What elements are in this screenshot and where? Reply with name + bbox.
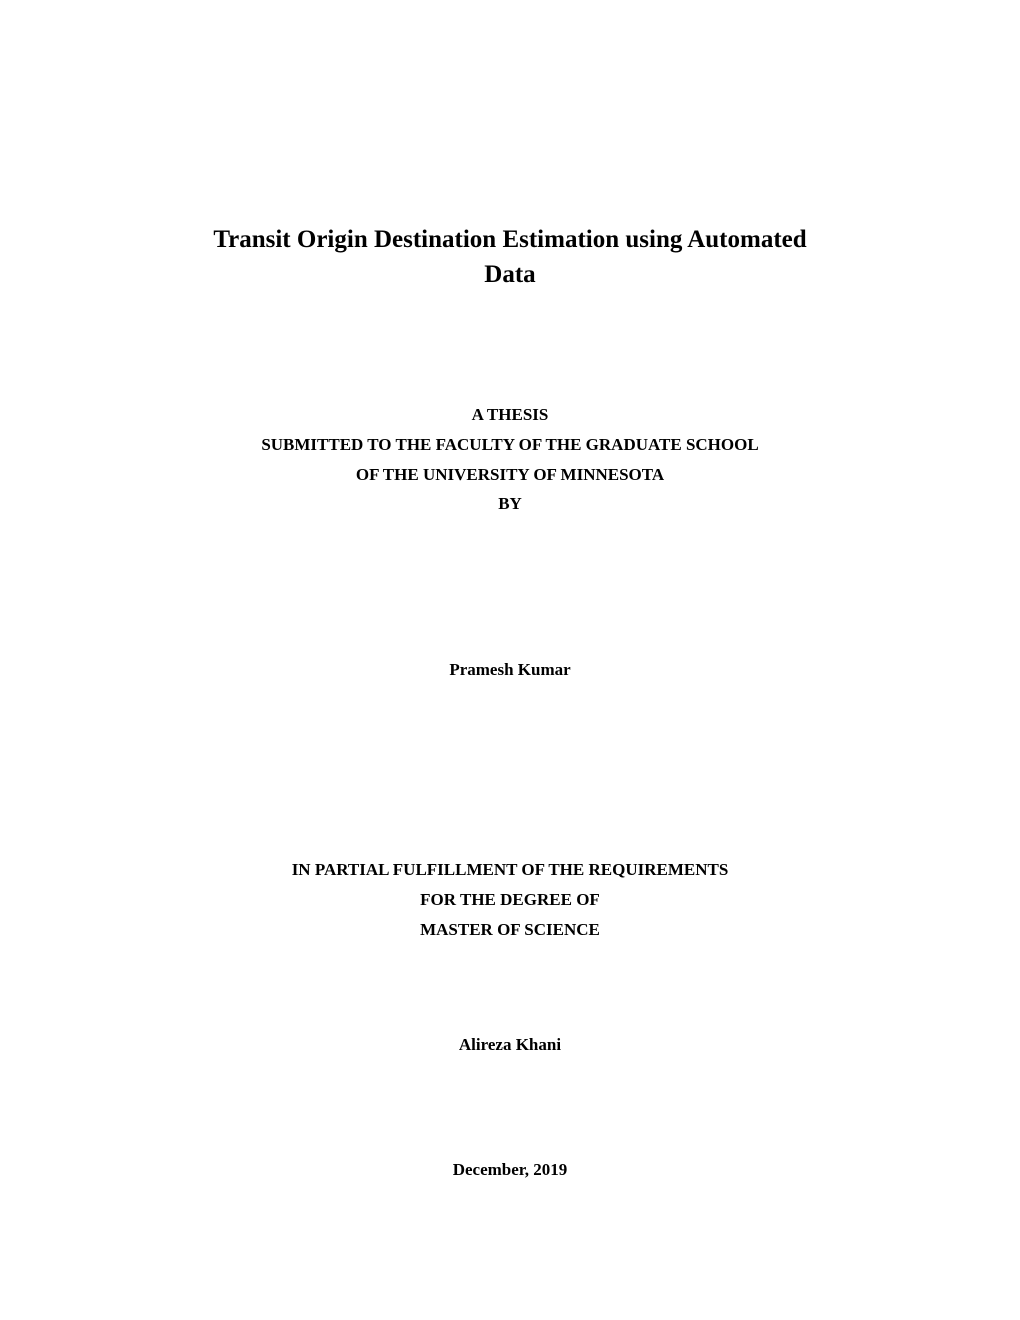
- submission-statement: A THESIS SUBMITTED TO THE FACULTY OF THE…: [0, 400, 1020, 519]
- advisor-name: Alireza Khani: [0, 1035, 1020, 1055]
- submitted-to: SUBMITTED TO THE FACULTY OF THE GRADUATE…: [0, 430, 1020, 460]
- title-line-1: Transit Origin Destination Estimation us…: [0, 222, 1020, 257]
- thesis-title-page: Transit Origin Destination Estimation us…: [0, 0, 1020, 1320]
- author-name: Pramesh Kumar: [0, 660, 1020, 680]
- thesis-label: A THESIS: [0, 400, 1020, 430]
- university-name: OF THE UNIVERSITY OF MINNESOTA: [0, 460, 1020, 490]
- by-label: BY: [0, 489, 1020, 519]
- title-line-2: Data: [0, 257, 1020, 292]
- fulfillment-line-2: FOR THE DEGREE OF: [0, 885, 1020, 915]
- degree-fulfillment: IN PARTIAL FULFILLMENT OF THE REQUIREMEN…: [0, 855, 1020, 944]
- degree-name: MASTER OF SCIENCE: [0, 915, 1020, 945]
- submission-date: December, 2019: [0, 1160, 1020, 1180]
- thesis-title: Transit Origin Destination Estimation us…: [0, 222, 1020, 292]
- fulfillment-line-1: IN PARTIAL FULFILLMENT OF THE REQUIREMEN…: [0, 855, 1020, 885]
